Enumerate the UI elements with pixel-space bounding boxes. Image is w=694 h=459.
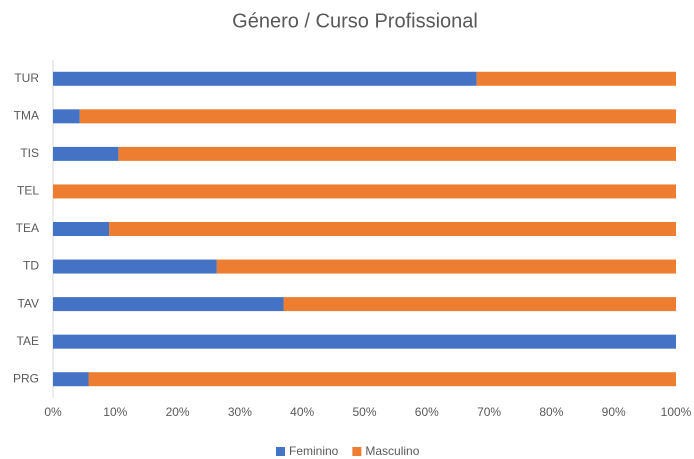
bar-segment <box>53 146 119 161</box>
y-tick-label: TMA <box>14 109 39 123</box>
bar-segment <box>118 146 677 161</box>
bar-segment <box>216 259 676 274</box>
bar-segment <box>53 71 477 86</box>
x-tick-label: 20% <box>166 405 190 419</box>
bar-segment <box>53 109 80 124</box>
x-tick-label: 80% <box>539 405 563 419</box>
bar-segment <box>53 334 676 349</box>
chart-title: Género / Curso Profissional <box>232 10 478 32</box>
y-tick-label: TIS <box>20 146 39 160</box>
bar-segment <box>53 222 110 236</box>
x-tick-label: 30% <box>228 405 252 419</box>
legend-label: Feminino <box>289 444 339 458</box>
x-tick-label: 10% <box>103 405 127 419</box>
x-tick-label: 40% <box>290 405 314 419</box>
y-tick-label: TAV <box>17 296 39 310</box>
x-tick-label: 100% <box>661 405 692 419</box>
bar-segment <box>53 297 284 312</box>
x-tick-label: 0% <box>44 405 62 419</box>
y-tick-label: TEA <box>16 221 39 235</box>
legend-swatch <box>276 447 285 456</box>
y-tick-label: TD <box>23 259 39 273</box>
x-tick-label: 50% <box>352 405 376 419</box>
bar-segment <box>53 184 676 199</box>
y-tick-label: TEL <box>17 184 39 198</box>
x-tick-label: 90% <box>602 405 626 419</box>
bar-segment <box>53 259 217 274</box>
bar-segment <box>476 71 676 86</box>
bar-segment <box>283 297 676 312</box>
bar-segment <box>53 372 89 387</box>
bar-segment <box>109 222 676 236</box>
bar-segment <box>88 372 677 387</box>
y-tick-label: TUR <box>14 71 39 85</box>
bar-segment <box>79 109 676 124</box>
x-tick-label: 70% <box>477 405 501 419</box>
y-tick-label: PRG <box>13 371 39 385</box>
legend-label: Masculino <box>365 444 419 458</box>
y-tick-label: TAE <box>17 334 39 348</box>
legend-swatch <box>352 447 362 456</box>
x-tick-label: 60% <box>415 405 439 419</box>
